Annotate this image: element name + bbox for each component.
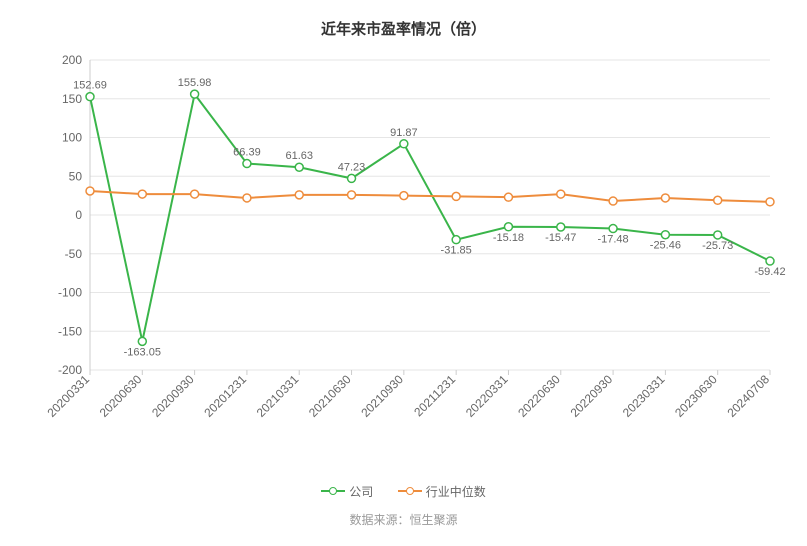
svg-text:-50: -50	[65, 247, 83, 261]
svg-text:20210930: 20210930	[358, 372, 406, 420]
svg-text:20210630: 20210630	[306, 372, 354, 420]
svg-text:66.39: 66.39	[233, 147, 261, 159]
chart-plot-area: -200-150-100-500501001502002020033120200…	[80, 50, 780, 430]
svg-text:20200630: 20200630	[97, 372, 145, 420]
svg-text:20200930: 20200930	[149, 372, 197, 420]
legend-item-company[interactable]: 公司	[321, 483, 373, 500]
svg-text:20220630: 20220630	[515, 372, 563, 420]
svg-text:20211231: 20211231	[411, 372, 458, 419]
svg-text:-163.05: -163.05	[124, 346, 161, 358]
svg-text:20230331: 20230331	[620, 372, 668, 420]
svg-text:61.63: 61.63	[285, 150, 313, 162]
legend-label-median: 行业中位数	[426, 483, 486, 500]
svg-text:-15.18: -15.18	[493, 232, 524, 244]
legend-item-median[interactable]: 行业中位数	[398, 483, 486, 500]
svg-text:20200331: 20200331	[44, 372, 92, 420]
svg-text:20220331: 20220331	[463, 372, 511, 420]
svg-text:20201231: 20201231	[201, 372, 249, 420]
svg-text:152.69: 152.69	[73, 80, 107, 92]
legend-marker-median	[398, 486, 422, 496]
svg-text:-25.46: -25.46	[650, 240, 681, 252]
legend-marker-company	[321, 486, 345, 496]
data-source-label: 数据来源：恒生聚源	[0, 511, 807, 528]
legend-label-company: 公司	[349, 483, 373, 500]
svg-text:20240708: 20240708	[724, 372, 772, 420]
svg-text:0: 0	[75, 208, 82, 222]
svg-text:50: 50	[69, 169, 83, 183]
svg-text:-17.48: -17.48	[597, 234, 628, 246]
chart-legend: 公司 行业中位数	[0, 483, 807, 502]
chart-container: 近年来市盈率情况（倍） -200-150-100-500501001502002…	[0, 0, 807, 546]
svg-text:150: 150	[62, 92, 82, 106]
chart-title: 近年来市盈率情况（倍）	[0, 0, 807, 39]
svg-text:-25.73: -25.73	[702, 240, 733, 252]
svg-text:200: 200	[62, 53, 82, 67]
svg-text:20220930: 20220930	[568, 372, 616, 420]
svg-text:20210331: 20210331	[254, 372, 302, 420]
svg-text:-31.85: -31.85	[441, 245, 472, 257]
svg-text:-100: -100	[58, 286, 82, 300]
svg-text:47.23: 47.23	[338, 161, 366, 173]
svg-text:100: 100	[62, 131, 82, 145]
svg-text:-150: -150	[58, 324, 82, 338]
svg-text:-15.47: -15.47	[545, 232, 576, 244]
svg-text:-59.42: -59.42	[754, 266, 785, 278]
svg-text:20230630: 20230630	[672, 372, 720, 420]
svg-text:91.87: 91.87	[390, 127, 418, 139]
svg-text:155.98: 155.98	[178, 77, 212, 89]
